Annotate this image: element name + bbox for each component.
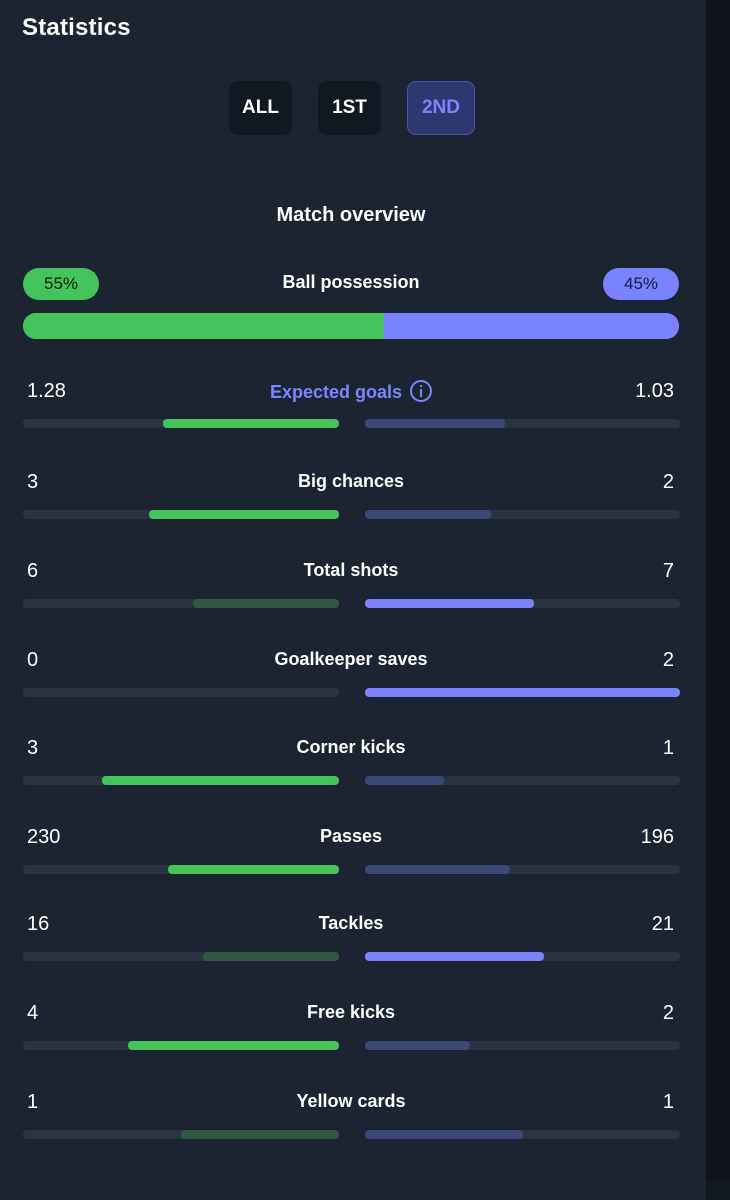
- stat-label: Total shots: [0, 560, 702, 581]
- possession-away-badge: 45%: [603, 268, 679, 300]
- stat-away-bar-track: [365, 1041, 680, 1050]
- stat-row: 1 Yellow cards 1: [0, 1091, 702, 1171]
- possession-away-fill: [383, 313, 679, 339]
- info-icon[interactable]: [410, 380, 433, 402]
- stat-away-bar-track: [365, 688, 680, 697]
- possession-home-fill: [23, 313, 384, 339]
- stat-row: 4 Free kicks 2: [0, 1002, 702, 1082]
- stat-home-bar-track: [23, 419, 339, 428]
- stat-row: 3 Corner kicks 1: [0, 737, 702, 817]
- stat-away-bar-track: [365, 599, 680, 608]
- stat-home-bar-fill: [193, 599, 339, 608]
- tab-all[interactable]: ALL: [229, 81, 292, 135]
- page-edge: [706, 0, 730, 1181]
- stat-away-bar-fill: [365, 865, 510, 874]
- stat-row: 0 Goalkeeper saves 2: [0, 649, 702, 729]
- stat-label-text: Tackles: [318, 913, 384, 933]
- stat-label[interactable]: Expected goals: [0, 380, 702, 403]
- stat-row: 6 Total shots 7: [0, 560, 702, 640]
- stat-label-text: Passes: [319, 826, 383, 846]
- stat-away-value: 2: [662, 1002, 674, 1024]
- stat-away-bar-fill: [365, 952, 544, 961]
- stat-away-value: 1: [662, 737, 674, 759]
- stat-label: Big chances: [0, 471, 702, 492]
- stat-home-bar-track: [23, 1130, 339, 1139]
- stat-home-bar-track: [23, 1041, 339, 1050]
- page-title: Statistics: [22, 14, 131, 41]
- stat-away-bar-track: [365, 1130, 680, 1139]
- possession-label: Ball possession: [282, 272, 420, 292]
- stat-home-bar-track: [23, 688, 339, 697]
- stat-home-bar-fill: [149, 510, 339, 519]
- stat-row: 3 Big chances 2: [0, 471, 702, 551]
- section-title: Match overview: [276, 204, 426, 226]
- stat-label-text: Goalkeeper saves: [274, 649, 428, 669]
- stat-home-value: 4: [27, 1002, 39, 1024]
- stat-home-bar-track: [23, 510, 339, 519]
- stat-row: 16 Tackles 21: [0, 913, 702, 993]
- stat-home-bar-fill: [128, 1041, 339, 1050]
- stat-label: Corner kicks: [0, 737, 702, 758]
- possession-bar: [23, 313, 679, 339]
- stat-home-value: 0: [27, 649, 39, 671]
- stat-home-value: 6: [27, 560, 39, 582]
- stat-away-value: 1.03: [635, 380, 674, 402]
- possession-home-badge: 55%: [23, 268, 99, 300]
- stat-home-value: 1.28: [27, 380, 66, 402]
- stat-away-bar-fill: [365, 1041, 470, 1050]
- stat-label: Yellow cards: [0, 1091, 702, 1112]
- stat-row: 1.28 Expected goals 1.03: [0, 380, 702, 460]
- stat-away-bar-fill: [365, 599, 535, 608]
- stat-away-bar-fill: [365, 688, 680, 697]
- tab-1st[interactable]: 1ST: [318, 81, 381, 135]
- stat-home-bar-fill: [102, 776, 339, 785]
- stat-label: Free kicks: [0, 1002, 702, 1023]
- stat-home-bar-track: [23, 776, 339, 785]
- stat-label-text: Yellow cards: [296, 1091, 406, 1111]
- stat-away-bar-track: [365, 952, 680, 961]
- period-tabs: ALL 1ST 2ND: [229, 81, 475, 135]
- stat-home-value: 3: [27, 471, 39, 493]
- stat-away-value: 1: [662, 1091, 674, 1113]
- stat-label-text: Free kicks: [306, 1002, 396, 1022]
- stat-away-value: 196: [640, 826, 674, 848]
- stat-home-bar-track: [23, 865, 339, 874]
- stat-label-text: Total shots: [303, 560, 399, 580]
- stat-label-text: Corner kicks: [296, 737, 406, 757]
- stat-away-value: 7: [662, 560, 674, 582]
- stat-home-bar-fill: [181, 1130, 339, 1139]
- stat-away-bar-track: [365, 510, 680, 519]
- stat-home-bar-track: [23, 599, 339, 608]
- stat-home-value: 3: [27, 737, 39, 759]
- stat-label: Passes: [0, 826, 702, 847]
- stat-home-value: 16: [27, 913, 50, 935]
- stat-away-bar-fill: [365, 419, 505, 428]
- stat-home-bar-fill: [202, 952, 339, 961]
- stat-away-bar-track: [365, 865, 680, 874]
- stat-away-bar-track: [365, 776, 680, 785]
- stat-label: Tackles: [0, 913, 702, 934]
- stat-away-bar-fill: [365, 1130, 523, 1139]
- stat-home-bar-fill: [163, 419, 339, 428]
- stat-away-value: 21: [651, 913, 674, 935]
- tab-2nd[interactable]: 2ND: [407, 81, 475, 135]
- stat-away-bar-fill: [365, 510, 491, 519]
- stat-label-text: Expected goals: [269, 382, 403, 402]
- stat-label-text: Big chances: [297, 471, 405, 491]
- stat-label: Goalkeeper saves: [0, 649, 702, 670]
- stat-home-value: 1: [27, 1091, 39, 1113]
- stat-home-bar-fill: [168, 865, 339, 874]
- stat-home-value: 230: [27, 826, 61, 848]
- stat-away-value: 2: [662, 471, 674, 493]
- stat-home-bar-track: [23, 952, 339, 961]
- stat-row: 230 Passes 196: [0, 826, 702, 906]
- stat-away-bar-track: [365, 419, 680, 428]
- stat-away-bar-fill: [365, 776, 444, 785]
- stat-away-value: 2: [662, 649, 674, 671]
